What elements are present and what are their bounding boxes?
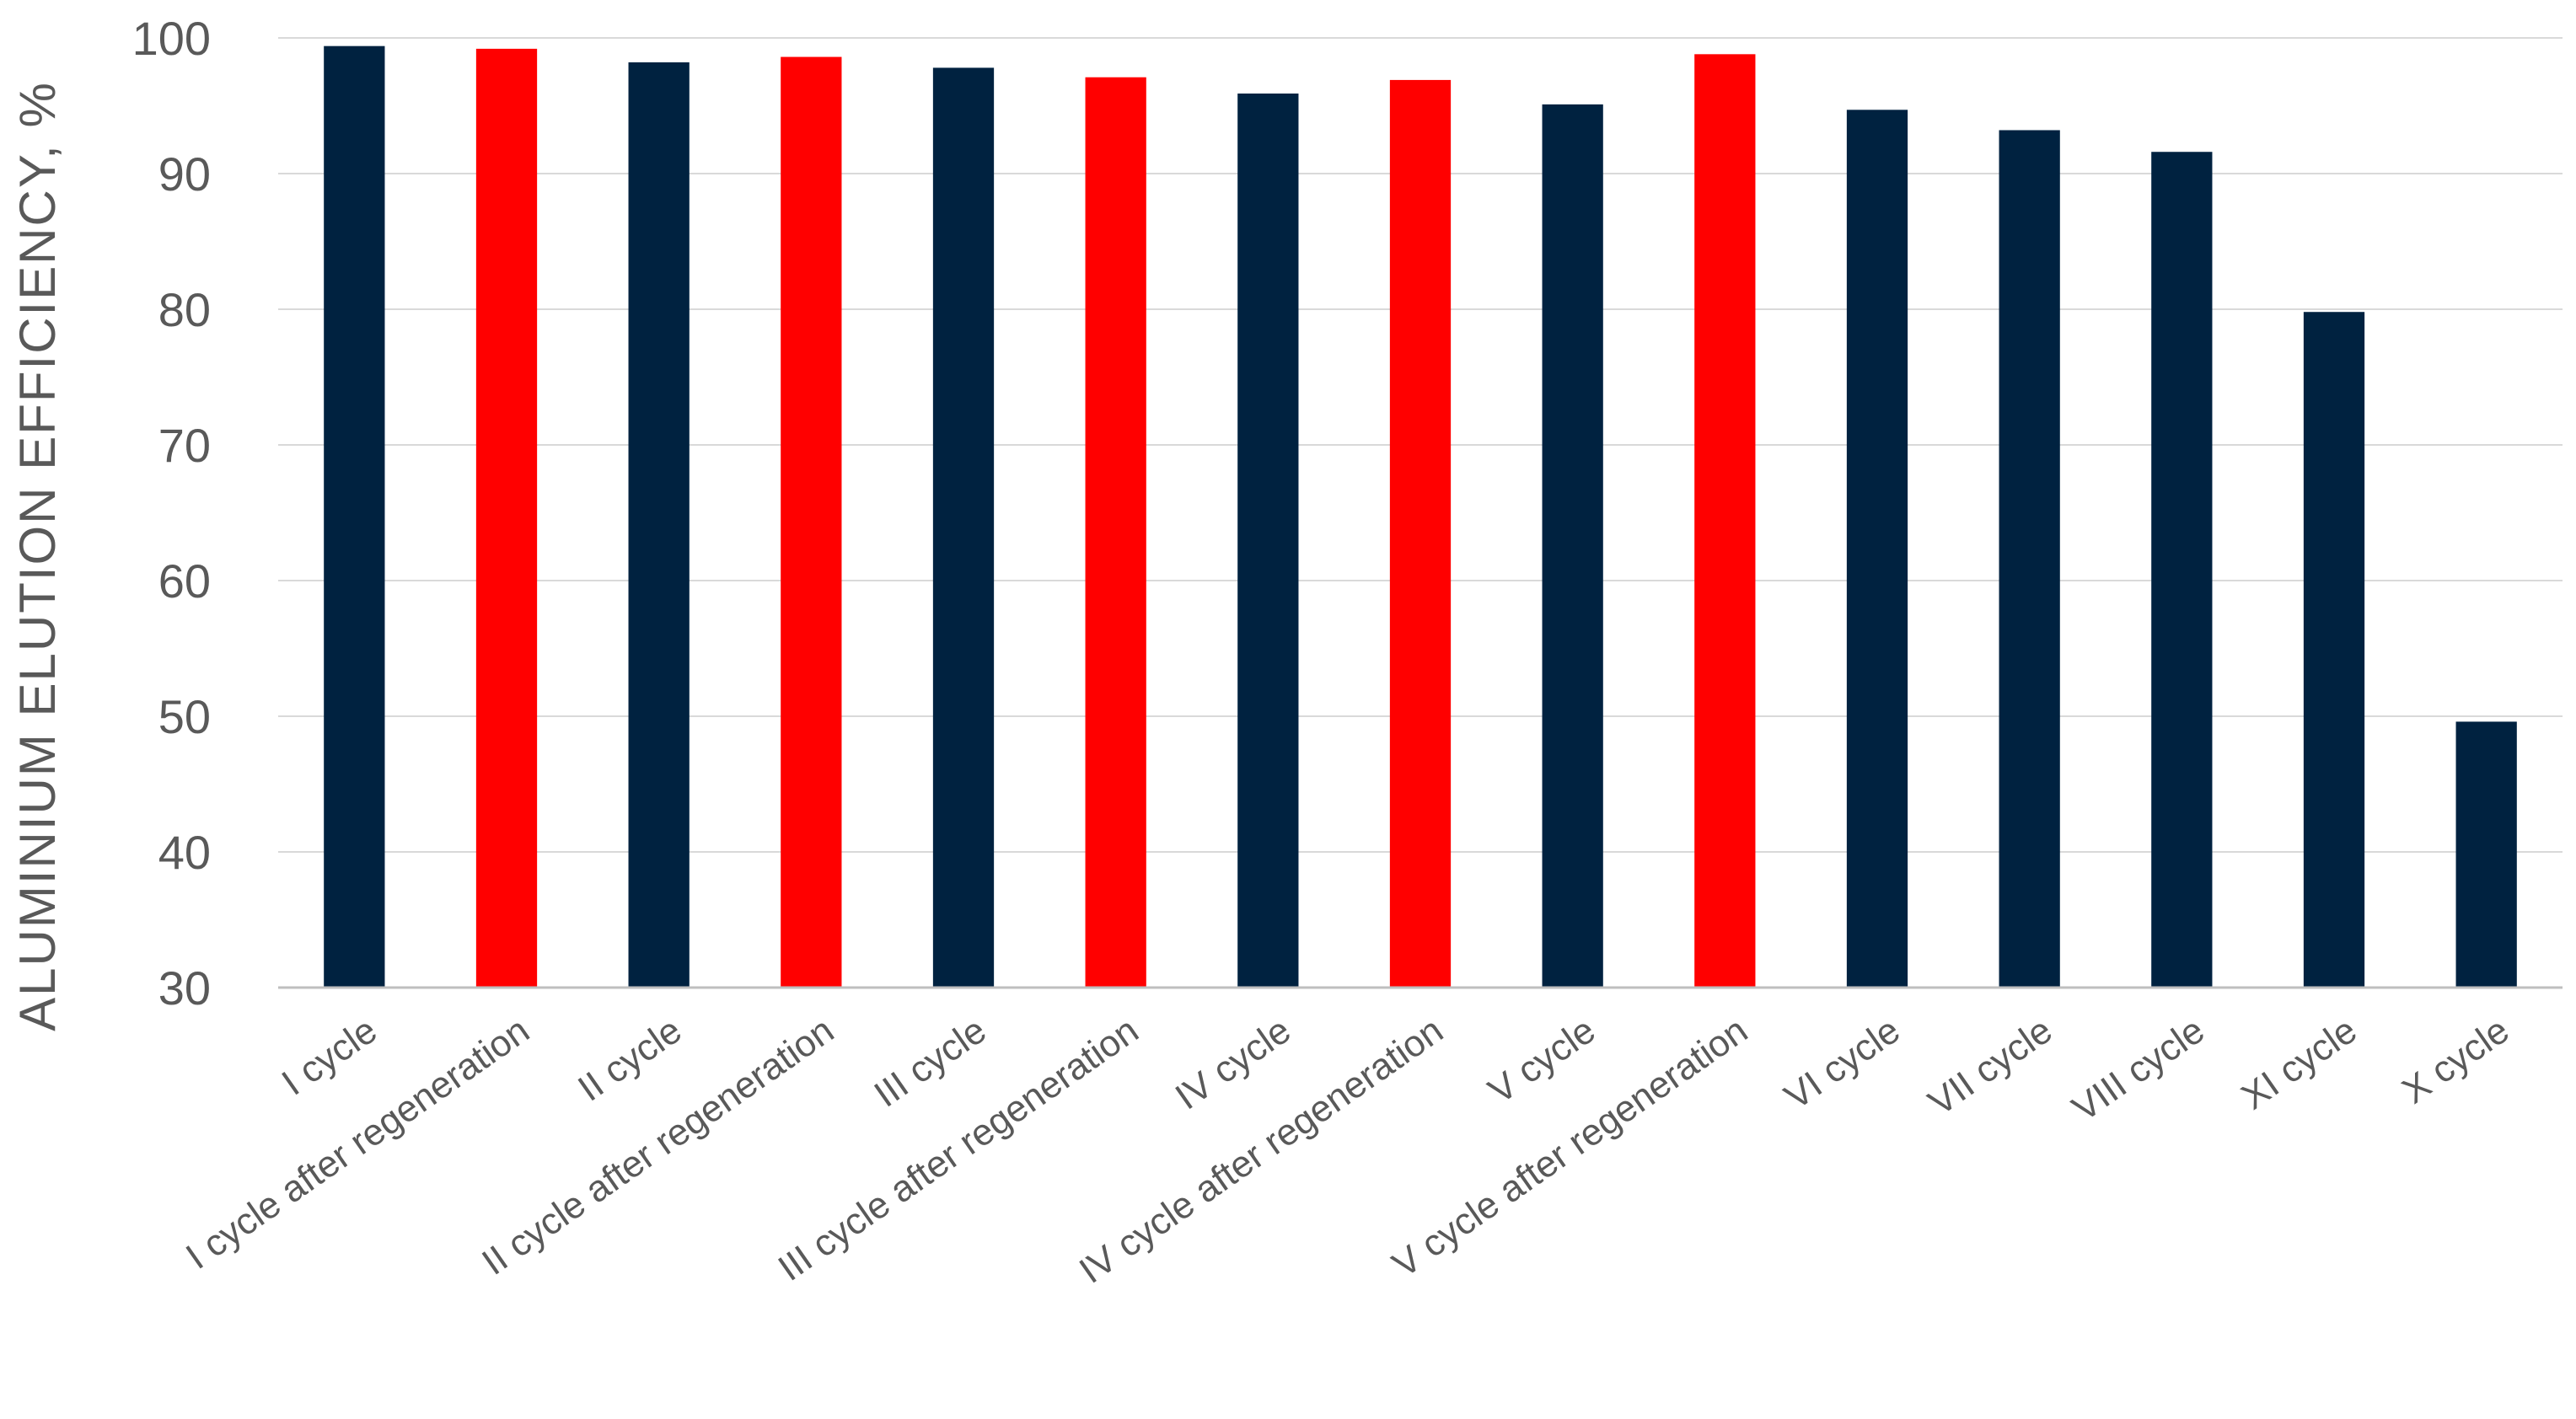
x-category-label-1: I cycle: [275, 1009, 384, 1104]
y-tick-labels: 30 40 50 60 70 80 90 100: [132, 12, 211, 1015]
bar-10: [1694, 54, 1756, 988]
y-tick-label-100: 100: [132, 12, 211, 65]
bars: [324, 46, 2517, 988]
y-tick-label-70: 70: [158, 419, 211, 472]
x-category-label-13: VIII cycle: [2065, 1009, 2212, 1130]
bar-15: [2455, 721, 2517, 988]
bar-9: [1542, 104, 1603, 988]
x-category-label-12: VII cycle: [1921, 1009, 2059, 1124]
bar-4: [781, 56, 842, 988]
x-category-label-5: III cycle: [867, 1009, 993, 1116]
y-tick-label-40: 40: [158, 826, 211, 879]
y-tick-label-90: 90: [158, 147, 211, 201]
bar-7: [1237, 94, 1299, 988]
bar-13: [2151, 152, 2213, 988]
bar-2: [475, 48, 538, 988]
bar-6: [1085, 77, 1146, 988]
bar-14: [2303, 312, 2365, 988]
bar-1: [324, 46, 385, 988]
bar-5: [932, 67, 995, 988]
bar-12: [1999, 130, 2060, 988]
bar-3: [628, 62, 690, 988]
x-category-label-9: V cycle: [1481, 1009, 1602, 1111]
y-tick-label-30: 30: [158, 961, 211, 1015]
y-tick-label-60: 60: [158, 554, 211, 608]
x-category-label-7: IV cycle: [1168, 1009, 1298, 1117]
bar-8: [1389, 79, 1452, 988]
y-tick-label-80: 80: [158, 283, 211, 336]
x-category-label-11: VI cycle: [1777, 1009, 1907, 1117]
bar-11: [1846, 110, 1908, 988]
x-category-label-14: XI cycle: [2234, 1009, 2364, 1117]
x-category-label-15: X cycle: [2395, 1009, 2516, 1111]
y-tick-label-50: 50: [158, 690, 211, 743]
y-axis-title: ALUMINIUM ELUTION EFFICIENCY, %: [9, 81, 66, 1031]
x-category-label-3: II cycle: [571, 1009, 689, 1110]
